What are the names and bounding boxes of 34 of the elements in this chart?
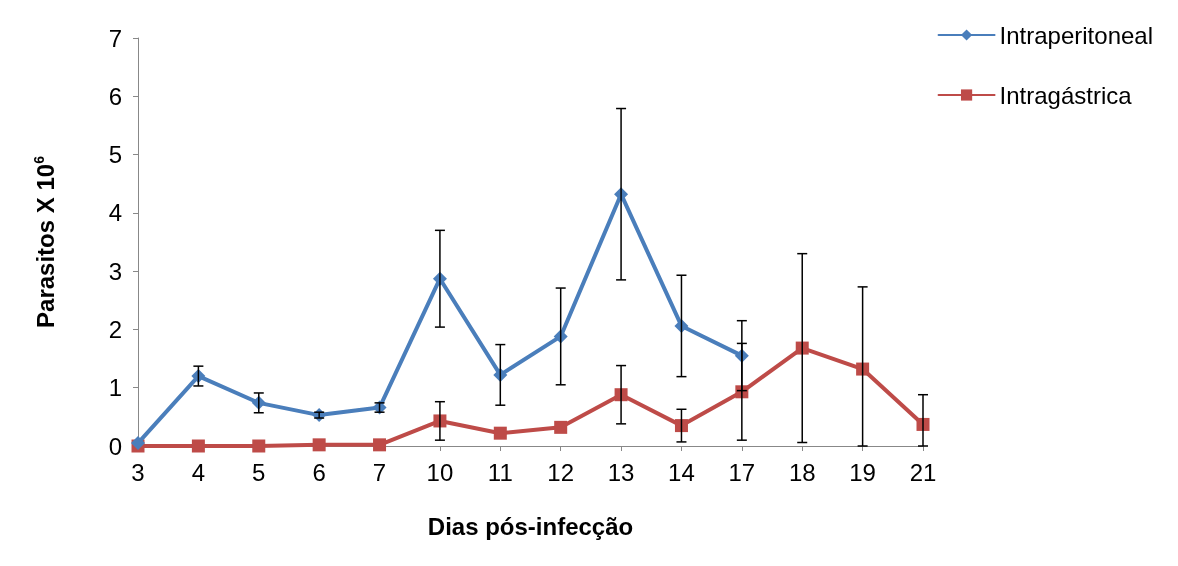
- x-axis-title: Dias pós-infecção: [427, 512, 634, 540]
- point: [373, 438, 387, 452]
- x-tick-label: 4: [191, 458, 206, 486]
- y-tick-label: 7: [108, 24, 122, 52]
- y-tick-label: 0: [108, 432, 122, 460]
- x-tick-label: 13: [607, 458, 635, 486]
- point: [554, 420, 568, 434]
- x-tick-label: 19: [849, 458, 876, 486]
- x-tick-label: 14: [668, 458, 695, 486]
- y-tick-label: 2: [108, 315, 122, 343]
- point: [312, 438, 326, 452]
- x-tick-label: 5: [252, 458, 266, 486]
- y-tick-label: 5: [108, 141, 122, 169]
- x-tick-label: 10: [426, 458, 454, 486]
- x-tick-label: 11: [487, 458, 513, 486]
- x-tick-label: 3: [131, 458, 145, 486]
- point: [674, 419, 688, 433]
- point: [252, 439, 266, 453]
- y-tick-label: 3: [108, 257, 122, 285]
- y-tick-label: 1: [108, 374, 122, 402]
- x-tick-label: 12: [547, 458, 575, 486]
- y-tick-label: 6: [108, 82, 122, 110]
- point: [191, 439, 205, 453]
- x-tick-label: 17: [728, 458, 756, 486]
- y-axis-title: Parasitos X 106: [31, 155, 59, 328]
- x-tick-label: 18: [788, 458, 816, 486]
- x-tick-label: 21: [909, 458, 937, 486]
- legend-label: Intragástrica: [999, 81, 1133, 109]
- x-tick-label: 7: [372, 458, 387, 486]
- point: [493, 426, 507, 440]
- y-tick-label: 4: [108, 199, 122, 227]
- x-tick-label: 6: [312, 458, 326, 486]
- legend-label: Intraperitoneal: [999, 21, 1153, 49]
- point: [856, 362, 870, 376]
